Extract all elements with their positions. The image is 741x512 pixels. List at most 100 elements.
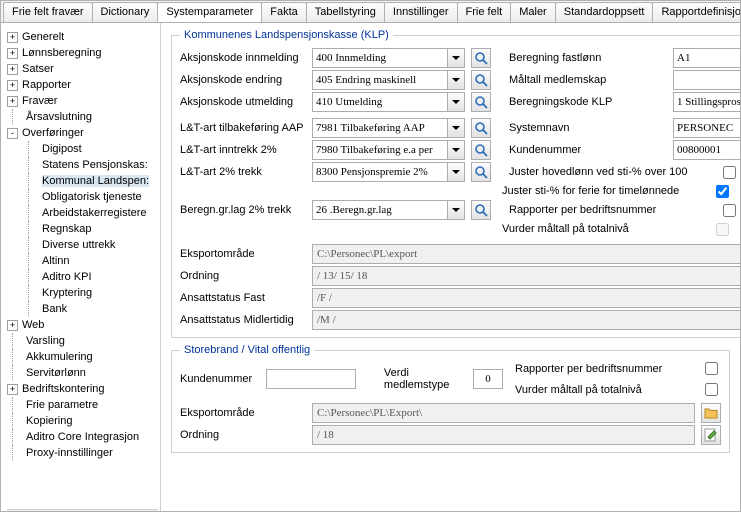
dropdown-input[interactable] bbox=[312, 200, 448, 220]
edit-icon[interactable] bbox=[701, 425, 721, 445]
search-icon[interactable] bbox=[471, 70, 491, 90]
dropdown-arrow[interactable] bbox=[448, 92, 465, 112]
search-icon[interactable] bbox=[471, 162, 491, 182]
dropdown-arrow[interactable] bbox=[448, 140, 465, 160]
folder-icon[interactable] bbox=[701, 403, 721, 423]
tab-rapportdefinisjoner-altinn[interactable]: Rapportdefinisjoner Altinn bbox=[652, 2, 740, 22]
dropdown-arrow[interactable] bbox=[448, 118, 465, 138]
tab-fakta[interactable]: Fakta bbox=[261, 2, 307, 22]
checkbox[interactable] bbox=[705, 383, 718, 396]
tree-item[interactable]: Obligatorisk tjeneste bbox=[7, 189, 158, 205]
tree-toggle[interactable]: + bbox=[7, 320, 18, 331]
storebrand-legend: Storebrand / Vital offentlig bbox=[180, 344, 314, 356]
tree-item[interactable]: +Rapporter bbox=[7, 77, 158, 93]
field-label: L&T-art inntrekk 2% bbox=[180, 144, 308, 156]
tree-item[interactable]: +Lønnsberegning bbox=[7, 45, 158, 61]
checkbox[interactable] bbox=[723, 166, 736, 179]
tab-systemparameter[interactable]: Systemparameter bbox=[157, 2, 262, 23]
tree-item[interactable]: Frie parametre bbox=[7, 397, 158, 413]
tree-item[interactable]: Kopiering bbox=[7, 413, 158, 429]
tree-item[interactable]: Statens Pensjonskas: bbox=[7, 157, 158, 173]
text-input[interactable] bbox=[673, 48, 740, 68]
tree-item[interactable]: Servitørlønn bbox=[7, 365, 158, 381]
dropdown-input[interactable] bbox=[312, 92, 448, 112]
tab-frie-felt-frav-r[interactable]: Frie felt fravær bbox=[3, 2, 93, 22]
text-input[interactable] bbox=[673, 70, 740, 90]
tree-item[interactable]: Varsling bbox=[7, 333, 158, 349]
tree-item[interactable]: Aditro Core Integrasjon bbox=[7, 429, 158, 445]
tree-label: Frie parametre bbox=[26, 399, 98, 411]
scroll-right-button[interactable]: ► bbox=[141, 511, 158, 512]
tree-item[interactable]: Arbeidstakerregistere bbox=[7, 205, 158, 221]
search-icon[interactable] bbox=[471, 118, 491, 138]
tree-hscrollbar[interactable]: ◄ ► bbox=[7, 509, 158, 511]
tab-tabellstyring[interactable]: Tabellstyring bbox=[306, 2, 385, 22]
tab-dictionary[interactable]: Dictionary bbox=[92, 2, 159, 22]
dropdown-input[interactable] bbox=[312, 70, 448, 90]
text-input[interactable] bbox=[673, 140, 740, 160]
tree-item[interactable]: + Generelt bbox=[7, 29, 158, 45]
tree-toggle[interactable]: + bbox=[7, 384, 18, 395]
tree-label: Obligatorisk tjeneste bbox=[42, 191, 142, 203]
dropdown-input[interactable] bbox=[312, 118, 448, 138]
kundenummer-label: Kundenummer bbox=[180, 373, 260, 385]
tree-item[interactable]: +Bedriftskontering bbox=[7, 381, 158, 397]
tree-item[interactable]: +Web bbox=[7, 317, 158, 333]
tab-innstillinger[interactable]: Innstillinger bbox=[384, 2, 458, 22]
tab-maler[interactable]: Maler bbox=[510, 2, 556, 22]
field-label: Beregningskode KLP bbox=[509, 96, 669, 108]
scroll-track[interactable] bbox=[24, 511, 141, 512]
tree-item[interactable]: Diverse uttrekk bbox=[7, 237, 158, 253]
checkbox[interactable] bbox=[716, 185, 729, 198]
checkbox[interactable] bbox=[705, 362, 718, 375]
dropdown-arrow[interactable] bbox=[448, 200, 465, 220]
tree-toggle[interactable]: + bbox=[7, 80, 18, 91]
dropdown-arrow[interactable] bbox=[448, 48, 465, 68]
tree-toggle[interactable]: + bbox=[7, 64, 18, 75]
tree-toggle[interactable]: + bbox=[7, 48, 18, 59]
tree-item[interactable]: Kommunal Landspen: bbox=[7, 173, 158, 189]
tree-item[interactable]: -Overføringer bbox=[7, 125, 158, 141]
checkbox[interactable] bbox=[723, 204, 736, 217]
search-icon[interactable] bbox=[471, 140, 491, 160]
tree-label: Altinn bbox=[42, 255, 70, 267]
tree-label: Digipost bbox=[42, 143, 82, 155]
search-icon[interactable] bbox=[471, 92, 491, 112]
tree-toggle[interactable]: + bbox=[7, 96, 18, 107]
tree-label: Satser bbox=[22, 63, 54, 75]
tree-item[interactable]: Regnskap bbox=[7, 221, 158, 237]
search-icon[interactable] bbox=[471, 48, 491, 68]
tree-item[interactable]: Akkumulering bbox=[7, 349, 158, 365]
tree-label: Servitørlønn bbox=[26, 367, 86, 379]
tab-frie-felt[interactable]: Frie felt bbox=[457, 2, 512, 22]
verdi-input[interactable] bbox=[473, 369, 503, 389]
tree-item[interactable]: Proxy-innstillinger bbox=[7, 445, 158, 461]
search-icon[interactable] bbox=[471, 200, 491, 220]
dropdown-input[interactable] bbox=[673, 92, 740, 112]
kundenummer-input[interactable] bbox=[266, 369, 356, 389]
tree-item[interactable]: Digipost bbox=[7, 141, 158, 157]
tree-item[interactable]: Bank bbox=[7, 301, 158, 317]
tree-item[interactable]: Altinn bbox=[7, 253, 158, 269]
tree-toggle[interactable]: + bbox=[7, 32, 18, 43]
tree-toggle[interactable]: - bbox=[7, 128, 18, 139]
dropdown-input[interactable] bbox=[312, 162, 448, 182]
field-label: Aksjonskode utmelding bbox=[180, 96, 308, 108]
tree-item[interactable]: + Satser bbox=[7, 61, 158, 77]
tree-item[interactable]: +Fravær bbox=[7, 93, 158, 109]
tree-label: Årsavslutning bbox=[26, 111, 92, 123]
tree-item[interactable]: Aditro KPI bbox=[7, 269, 158, 285]
tree-label: Generelt bbox=[22, 31, 64, 43]
dropdown-input[interactable] bbox=[312, 140, 448, 160]
field-label: Måltall medlemskap bbox=[509, 74, 669, 86]
dropdown-input[interactable] bbox=[312, 48, 448, 68]
dropdown-arrow[interactable] bbox=[448, 162, 465, 182]
scroll-left-button[interactable]: ◄ bbox=[7, 511, 24, 512]
dropdown-arrow[interactable] bbox=[448, 70, 465, 90]
checkbox[interactable] bbox=[716, 223, 729, 236]
tab-standardoppsett[interactable]: Standardoppsett bbox=[555, 2, 654, 22]
text-input[interactable] bbox=[673, 118, 740, 138]
tree-item[interactable]: Kryptering bbox=[7, 285, 158, 301]
tree-item[interactable]: Årsavslutning bbox=[7, 109, 158, 125]
tree-label: Aditro KPI bbox=[42, 271, 92, 283]
